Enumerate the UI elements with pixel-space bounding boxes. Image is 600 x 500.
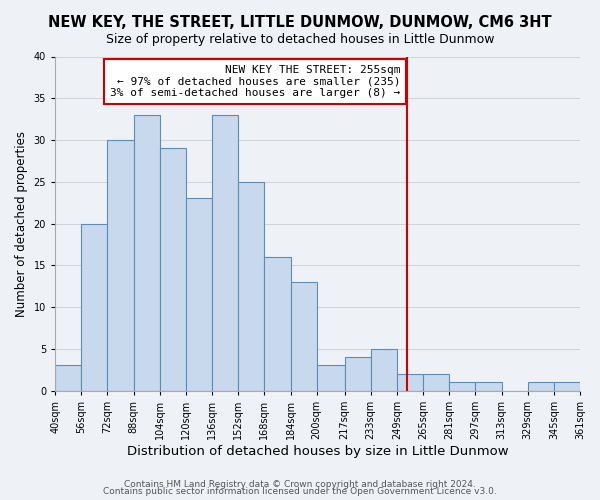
Bar bbox=[134, 115, 160, 390]
Bar bbox=[107, 140, 134, 390]
Bar bbox=[344, 357, 371, 390]
Bar bbox=[423, 374, 449, 390]
Text: NEW KEY, THE STREET, LITTLE DUNMOW, DUNMOW, CM6 3HT: NEW KEY, THE STREET, LITTLE DUNMOW, DUNM… bbox=[48, 15, 552, 30]
Bar bbox=[527, 382, 554, 390]
Bar bbox=[186, 198, 212, 390]
Bar bbox=[397, 374, 423, 390]
Bar bbox=[317, 366, 344, 390]
Y-axis label: Number of detached properties: Number of detached properties bbox=[15, 130, 28, 316]
Bar bbox=[265, 257, 290, 390]
Bar bbox=[475, 382, 502, 390]
Bar bbox=[290, 282, 317, 391]
Text: Contains HM Land Registry data © Crown copyright and database right 2024.: Contains HM Land Registry data © Crown c… bbox=[124, 480, 476, 489]
Bar bbox=[55, 366, 81, 390]
Bar bbox=[238, 182, 265, 390]
X-axis label: Distribution of detached houses by size in Little Dunmow: Distribution of detached houses by size … bbox=[127, 444, 508, 458]
Text: NEW KEY THE STREET: 255sqm
← 97% of detached houses are smaller (235)
3% of semi: NEW KEY THE STREET: 255sqm ← 97% of deta… bbox=[110, 65, 400, 98]
Bar bbox=[212, 115, 238, 390]
Text: Contains public sector information licensed under the Open Government Licence v3: Contains public sector information licen… bbox=[103, 488, 497, 496]
Bar bbox=[160, 148, 186, 390]
Text: Size of property relative to detached houses in Little Dunmow: Size of property relative to detached ho… bbox=[106, 32, 494, 46]
Bar bbox=[449, 382, 475, 390]
Bar bbox=[554, 382, 580, 390]
Bar bbox=[81, 224, 107, 390]
Bar bbox=[371, 349, 397, 391]
